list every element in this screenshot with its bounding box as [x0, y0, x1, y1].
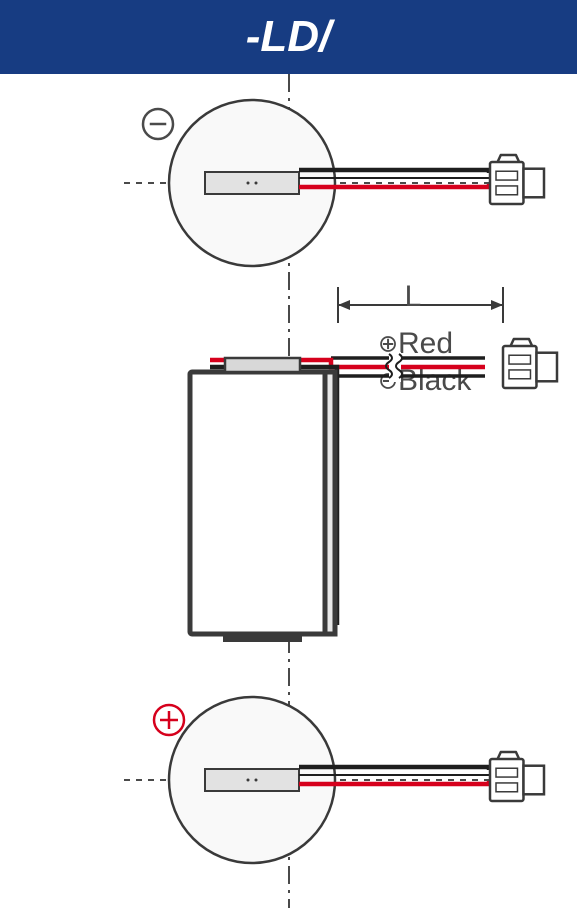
connector-icon — [490, 155, 544, 204]
red-label: Red — [398, 327, 453, 360]
side-view: L⊕Red⊖Black — [190, 280, 503, 642]
top-end-view — [124, 100, 490, 266]
title-text: -LD/ — [246, 12, 332, 61]
plus-icon — [154, 705, 184, 735]
bottom-end-view — [124, 697, 490, 863]
battery-bottom-tab — [223, 634, 302, 642]
diagram-svg: L⊕Red⊖Black — [0, 74, 577, 908]
battery-top-cap — [225, 358, 300, 372]
terminal-tab — [205, 172, 299, 194]
minus-icon — [143, 109, 173, 139]
battery-body — [190, 372, 335, 634]
title-bar: -LD/ — [0, 0, 577, 74]
connector-icon — [490, 752, 544, 801]
dimension-label-L: L — [405, 280, 422, 313]
terminal-tab — [205, 769, 299, 791]
connector-icon — [503, 339, 557, 388]
